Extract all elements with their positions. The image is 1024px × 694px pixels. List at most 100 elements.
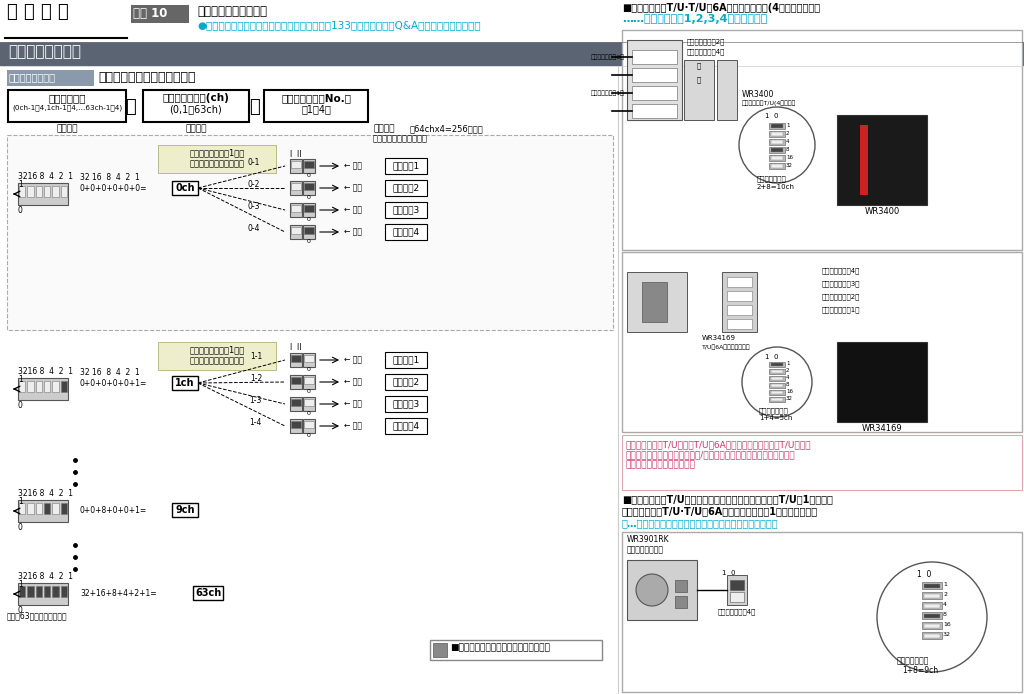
Bar [292,377,301,384]
Bar [433,643,447,657]
Bar [922,622,942,629]
Text: 0: 0 [18,206,23,215]
Bar [771,148,783,152]
Bar [430,640,602,660]
Bar [924,634,940,638]
Text: 0ch: 0ch [175,183,195,193]
Bar [722,272,757,332]
Circle shape [739,107,815,183]
Text: 1: 1 [18,497,23,506]
Bar [922,602,942,609]
Text: 63ch: 63ch [195,588,221,598]
Text: 負荷ナンバー「4」: 負荷ナンバー「4」 [718,608,757,615]
Bar [924,604,940,607]
Text: アドレス設定方法: アドレス設定方法 [9,72,56,82]
Bar [622,532,1022,692]
Text: ← 負荷: ← 負荷 [344,205,362,214]
Text: 表示ランプ（赤）: 表示ランプ（赤） [627,545,664,554]
Bar [769,383,785,388]
Bar [837,115,927,205]
Bar [0,42,617,66]
Bar [36,586,42,598]
Text: ●スイッチを押しても負荷が点滅しない場合は133頁の「動作確認Q&A」をご参照ください。: ●スイッチを押しても負荷が点滅しない場合は133頁の「動作確認Q&A」をご参照く… [197,20,480,30]
Text: 8: 8 [786,382,790,387]
Text: （番地）: （番地） [373,124,394,133]
Bar [385,418,427,434]
Bar [304,205,313,212]
Text: 手順 10: 手順 10 [133,7,167,20]
Bar [771,132,783,136]
Bar [727,319,752,329]
Bar [924,584,940,588]
Bar [7,135,613,330]
Text: 負荷ナンバー「4」: 負荷ナンバー「4」 [822,267,860,273]
Bar [304,399,313,406]
Text: 1: 1 [786,123,790,128]
Text: 動作確認を行います。: 動作確認を行います。 [197,5,267,18]
Bar [385,396,427,412]
Text: ナンバー3: ナンバー3 [392,399,420,408]
Bar [632,50,677,64]
Text: （64chx4=256回路）: （64chx4=256回路） [410,124,483,133]
Text: 0: 0 [18,523,23,532]
Text: 16: 16 [786,389,793,394]
Text: 0+0+0+0+0+1=: 0+0+0+0+0+1= [80,379,147,388]
Text: ナンバー4: ナンバー4 [392,227,420,236]
Text: 0: 0 [307,217,311,222]
Text: ■表示ランプ、T/U付表示ランプ、個別制御用接点入力T/U（1入力用）: ■表示ランプ、T/U付表示ランプ、個別制御用接点入力T/U（1入力用） [622,494,833,504]
Text: 負荷チャンネル(ch): 負荷チャンネル(ch) [163,93,229,103]
Text: 0: 0 [307,433,311,438]
Text: 動 作 確 認: 動 作 確 認 [7,3,69,21]
Text: 4: 4 [786,375,790,380]
Bar [769,390,785,395]
Bar [304,377,313,384]
Text: ← 負荷: ← 負荷 [344,183,362,192]
Text: ← 負荷: ← 負荷 [344,421,362,430]
Bar [771,370,783,373]
Text: I  II: I II [290,343,301,352]
Text: 負荷アドレス: 負荷アドレス [48,93,86,103]
Bar [290,225,302,239]
Bar [771,124,783,128]
Bar [28,381,34,392]
Bar [44,186,50,197]
Text: 1: 1 [943,582,947,587]
Bar [727,291,752,301]
Bar [143,90,249,122]
Text: 9ch: 9ch [175,505,195,515]
Text: 3216 8  4  2  1: 3216 8 4 2 1 [18,572,73,581]
Text: 注）リレー制御T/UおよびT/U付6Aリレーユニット、調光T/Uなどの
　負荷アドレスおよびセンサ入/切アドレス、タイマー不動作アドレス
　などの重複はできませ: 注）リレー制御T/UおよびT/U付6Aリレーユニット、調光T/Uなどの 負荷アド… [626,440,811,470]
Bar [717,60,737,120]
Bar [627,40,682,120]
Text: …〈負荷チャンネル＋負荷ナンバー〉設定が必要です。: …〈負荷チャンネル＋負荷ナンバー〉設定が必要です。 [622,518,778,528]
Text: 負荷ナンバー「1」: 負荷ナンバー「1」 [822,306,860,312]
Text: 設定方法とご注意: 設定方法とご注意 [8,44,81,59]
Bar [385,224,427,240]
Bar [0,0,1024,42]
Text: （住所）: （住所） [56,124,78,133]
Text: 1: 1 [18,375,23,384]
Text: （丁目）: （丁目） [185,124,207,133]
Text: ← 負荷: ← 負荷 [344,377,362,386]
Bar [769,362,785,367]
Bar [304,227,313,234]
Bar [385,374,427,390]
Bar [19,503,26,514]
Bar [44,586,50,598]
Bar [172,181,198,195]
Bar [292,183,301,190]
Bar [922,612,942,619]
Bar [304,421,313,428]
Bar [18,583,68,605]
Text: 32: 32 [786,396,793,401]
Bar [303,397,315,411]
Bar [627,272,687,332]
Text: 1-3: 1-3 [250,396,262,405]
Bar [52,381,58,392]
Text: 負荷チャンネル: 負荷チャンネル [759,407,788,414]
Text: WR3400: WR3400 [742,90,774,99]
Bar [622,435,1022,490]
Bar [771,156,783,160]
Bar [769,163,785,169]
Bar [28,586,34,598]
